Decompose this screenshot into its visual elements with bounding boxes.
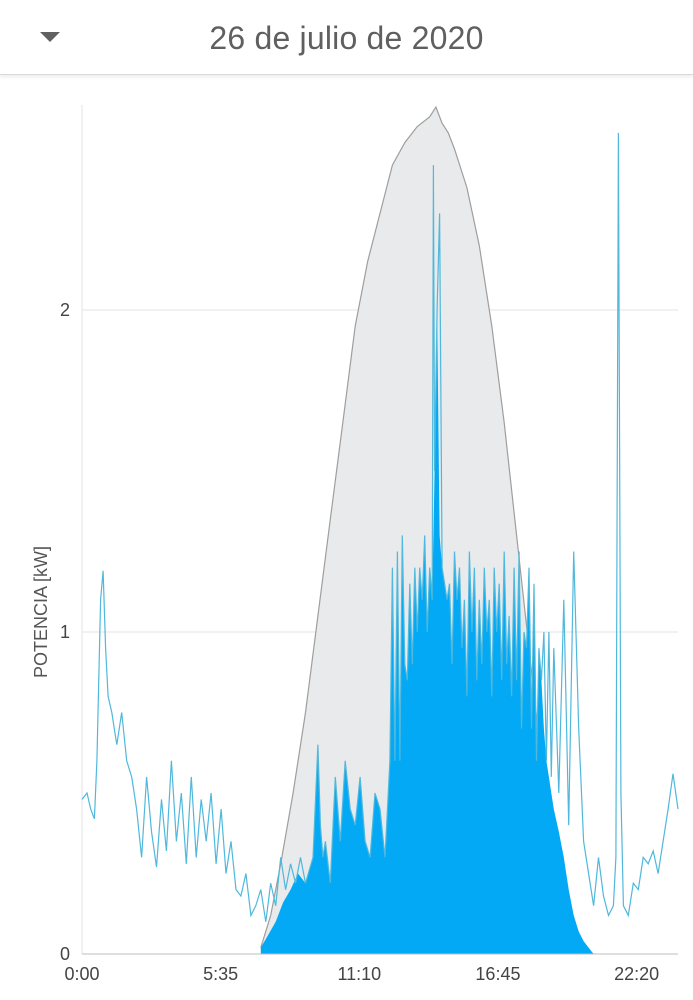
y-tick-label: 0 [60,944,70,964]
page-title: 26 de julio de 2020 [209,20,484,56]
x-tick-label: 0:00 [64,964,99,984]
x-tick-label: 16:45 [475,964,520,984]
power-chart: 0 1 2 0:00 5:35 11:10 16:45 22:20 POTENCIA [kW] [31,105,679,984]
date-dropdown-button[interactable] [30,22,70,52]
series-consumption-line [81,132,679,922]
x-tick-label: 11:10 [337,964,381,984]
x-tick-label: 5:35 [203,964,238,984]
y-tick-label: 1 [60,622,70,642]
caret-down-icon [40,32,60,42]
y-axis-label: POTENCIA [kW] [31,546,51,678]
y-tick-label: 2 [60,300,70,320]
app-header: 26 de julio de 2020 [0,0,693,75]
x-tick-label: 22:20 [614,964,659,984]
